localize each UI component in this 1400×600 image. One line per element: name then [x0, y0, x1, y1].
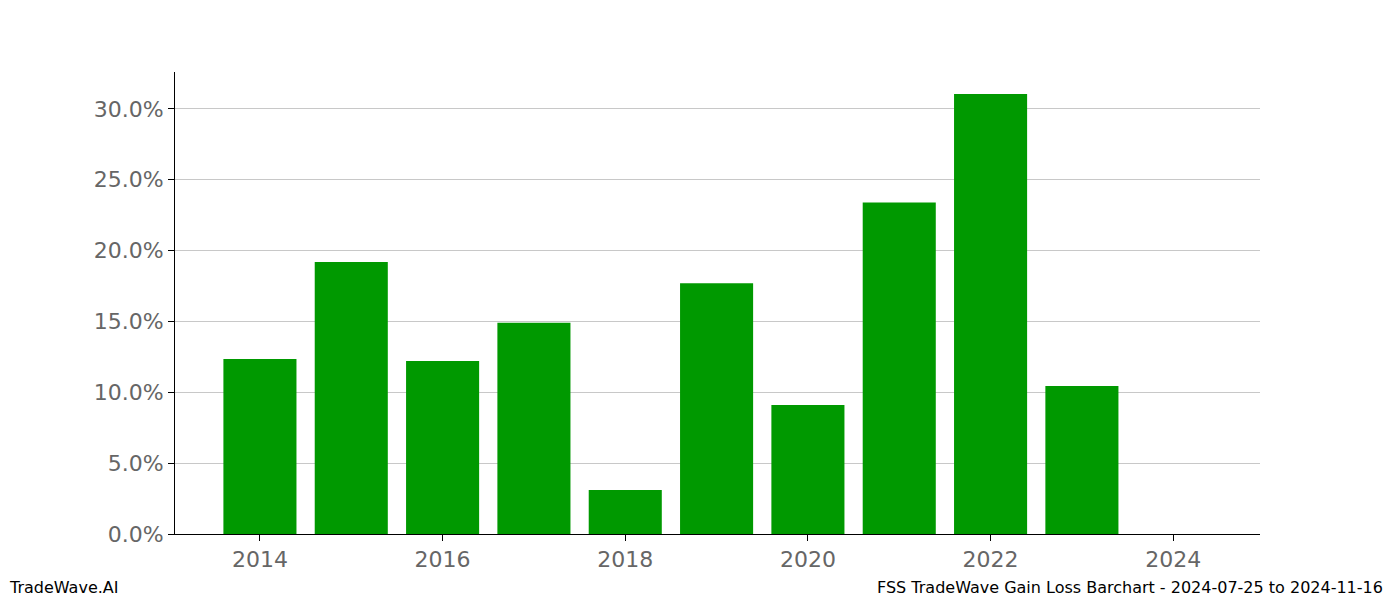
svg-text:10.0%: 10.0%: [94, 380, 164, 405]
svg-text:2022: 2022: [963, 547, 1019, 572]
svg-text:0.0%: 0.0%: [108, 522, 164, 547]
svg-text:5.0%: 5.0%: [108, 451, 164, 476]
svg-text:2018: 2018: [597, 547, 653, 572]
svg-text:TradeWave.AI: TradeWave.AI: [9, 578, 118, 597]
svg-text:2020: 2020: [780, 547, 836, 572]
svg-text:2024: 2024: [1145, 547, 1201, 572]
svg-text:30.0%: 30.0%: [94, 97, 164, 122]
svg-text:15.0%: 15.0%: [94, 309, 164, 334]
svg-text:2016: 2016: [415, 547, 471, 572]
svg-text:FSS TradeWave Gain Loss Barcha: FSS TradeWave Gain Loss Barchart - 2024-…: [877, 578, 1383, 597]
svg-text:2014: 2014: [232, 547, 288, 572]
svg-text:20.0%: 20.0%: [94, 238, 164, 263]
svg-text:25.0%: 25.0%: [94, 167, 164, 192]
